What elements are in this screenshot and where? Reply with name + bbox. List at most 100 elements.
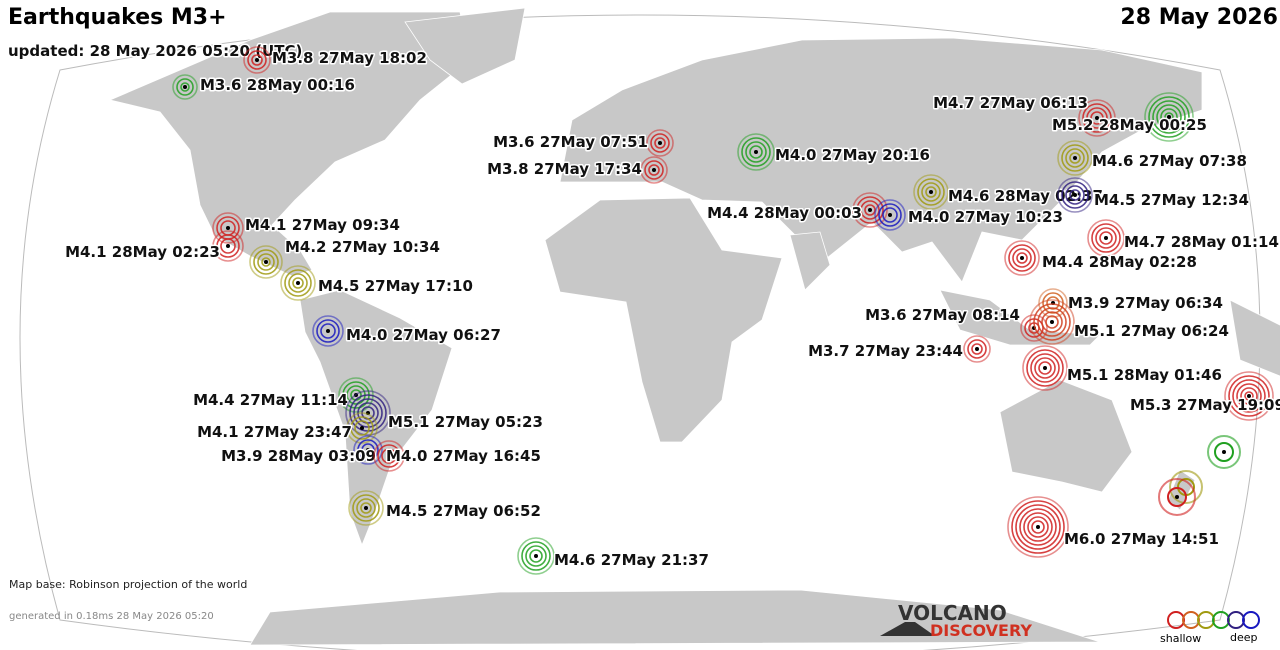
quake-ring	[247, 50, 267, 70]
quake-ring	[220, 238, 236, 254]
quake[interactable]: M3.6 28May 00:16	[172, 74, 356, 100]
quake-ring	[1004, 240, 1040, 276]
quake[interactable]: M3.6 27May 07:51	[492, 129, 674, 157]
quake[interactable]: M3.7 27May 23:44	[807, 335, 991, 363]
quake-ring	[1011, 500, 1065, 554]
quake-ring	[1020, 314, 1048, 342]
quake-rings-unlabeled	[1158, 435, 1241, 516]
quake-ring	[913, 174, 949, 210]
quake-label: M5.1 28May 01:46	[1067, 366, 1222, 384]
quake-label: M5.1 27May 05:23	[388, 413, 543, 431]
quake[interactable]: M3.8 27May 17:34	[486, 156, 668, 184]
quake-ring	[172, 74, 198, 100]
quake-center	[296, 281, 300, 285]
quake[interactable]: M4.1 27May 09:34	[212, 212, 401, 244]
quake[interactable]: M4.0 27May 16:45	[373, 440, 542, 472]
quake-ring	[1038, 288, 1068, 318]
quake-label: M4.7 28May 01:14	[1124, 233, 1279, 251]
quake-center	[1247, 394, 1251, 398]
quake-center	[1073, 193, 1077, 197]
quake-ring	[1057, 140, 1093, 176]
quake-label: M4.6 28May 02:37	[948, 187, 1103, 205]
quake[interactable]: M4.6 27May 07:38	[1057, 140, 1248, 176]
quake-label: M3.6 27May 07:51	[493, 133, 648, 151]
quake[interactable]: M3.9 27May 06:34	[1038, 288, 1224, 318]
quake[interactable]: M4.5 27May 12:34	[1057, 177, 1250, 213]
quake-ring	[350, 416, 374, 440]
quake-label: M5.1 27May 06:24	[1074, 322, 1229, 340]
quake-center	[888, 213, 892, 217]
quake-ring	[1034, 357, 1056, 379]
quake-label: M4.6 27May 07:38	[1092, 152, 1247, 170]
quake[interactable]: M5.1 28May 01:46	[1022, 345, 1223, 391]
legend-deep: deep	[1230, 631, 1258, 644]
quake[interactable]: M5.2 28May 00:25	[1051, 92, 1208, 142]
quake-ring	[1164, 112, 1174, 122]
quake[interactable]: M4.1 27May 23:47	[196, 412, 378, 444]
quake[interactable]: M4.0 27May 20:16	[737, 133, 931, 171]
quake-center	[1050, 320, 1054, 324]
quake-ring	[1016, 252, 1028, 264]
quake[interactable]: M4.5 27May 17:10	[280, 265, 474, 301]
quake[interactable]: M4.5 27May 06:52	[348, 490, 542, 526]
quake-center	[1104, 236, 1108, 240]
logo[interactable]: VOLCANO DISCOVERY	[880, 601, 1032, 640]
quake[interactable]: M4.4 28May 00:03	[706, 192, 888, 228]
quake-label: M4.1 28May 02:23	[65, 243, 220, 261]
quake-ring	[353, 435, 383, 465]
quake-ring	[212, 230, 244, 262]
quake-label: M4.1 27May 23:47	[197, 423, 352, 441]
quake[interactable]: M4.1 28May 02:23	[64, 230, 244, 263]
quake[interactable]: M4.6 27May 21:37	[517, 537, 710, 575]
quake-ring	[1069, 152, 1081, 164]
quake[interactable]: M3.6 27May 08:14	[864, 305, 1048, 342]
quake-ring	[249, 245, 283, 279]
quake-ring	[1057, 177, 1093, 213]
quake-center	[1095, 116, 1099, 120]
quake-label: M4.6 27May 21:37	[554, 551, 709, 569]
quake-ring	[646, 129, 674, 157]
quake[interactable]: M4.2 27May 10:34	[249, 237, 441, 279]
quake-ring	[176, 78, 194, 96]
quake[interactable]: M4.6 28May 02:37	[913, 174, 1104, 210]
quake[interactable]: M6.0 27May 14:51	[1007, 496, 1220, 558]
quake-ring	[967, 339, 987, 359]
quake-ring	[1022, 345, 1068, 391]
quake-ring	[1045, 315, 1059, 329]
land	[108, 7, 1280, 646]
quake-label: M4.1 27May 09:34	[245, 216, 400, 234]
quake-ring	[180, 82, 190, 92]
quake[interactable]: M3.8 27May 18:02	[243, 46, 428, 74]
quake-ring	[243, 46, 271, 74]
quake-center	[929, 190, 933, 194]
quake-ring	[1019, 508, 1057, 546]
quake-ring	[1228, 375, 1270, 417]
quake-ring	[517, 537, 555, 575]
quake-ring	[882, 207, 898, 223]
quake[interactable]: M4.0 27May 10:23	[874, 199, 1064, 231]
quake-ring	[878, 203, 902, 227]
quake[interactable]: M5.3 27May 19:09	[1129, 371, 1280, 421]
quake-center	[360, 426, 364, 430]
quake[interactable]: M5.1 27May 05:23	[345, 390, 544, 436]
quake[interactable]: M4.7 28May 01:14	[1087, 219, 1280, 257]
quake[interactable]: M5.1 27May 06:24	[1029, 299, 1230, 345]
title: Earthquakes M3+	[8, 5, 227, 30]
quake-ring	[253, 249, 279, 275]
map-base: Map base: Robinson projection of the wor…	[9, 578, 247, 591]
quake-label: M4.7 27May 06:13	[933, 94, 1088, 112]
quake[interactable]: M4.0 27May 06:27	[312, 315, 502, 347]
quake-ring	[1152, 100, 1186, 134]
quake-label: M4.0 27May 06:27	[346, 326, 501, 344]
quake-center	[364, 506, 368, 510]
quake-ring	[251, 54, 263, 66]
quake[interactable]: M4.7 27May 06:13	[932, 93, 1116, 137]
quake[interactable]: M3.9 28May 03:09	[220, 435, 383, 467]
quake-ring	[216, 234, 240, 258]
quake-ring	[925, 186, 937, 198]
quake-ring	[348, 490, 384, 526]
quake-ring	[856, 196, 884, 224]
quake[interactable]: M4.4 28May 02:28	[1004, 240, 1198, 276]
quake-ring	[1029, 299, 1075, 345]
quake-ring	[1037, 307, 1067, 337]
